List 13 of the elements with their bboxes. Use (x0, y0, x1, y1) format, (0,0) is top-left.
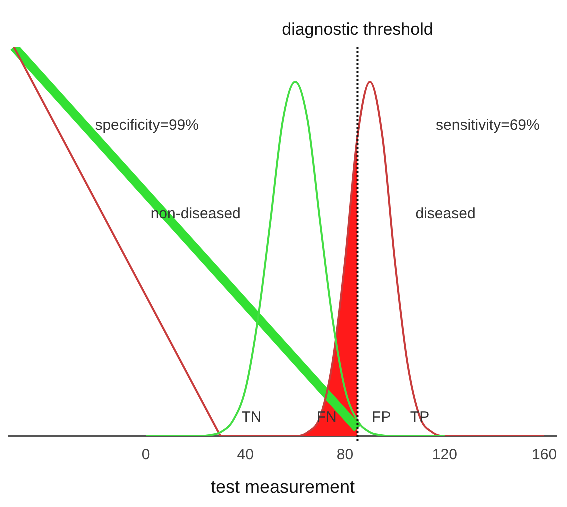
annotation: specificity=99% (95, 117, 199, 134)
annotation: FP (372, 409, 392, 426)
x-tick-label: 0 (142, 446, 150, 464)
ref-line-label: diagnostic threshold (282, 20, 434, 40)
annotation: FN (316, 409, 337, 426)
x-tick-label: 40 (237, 446, 254, 464)
x-tick-label: 80 (336, 446, 354, 464)
x-tick-label: 160 (532, 446, 558, 464)
x-axis-title: test measurement (210, 477, 356, 498)
annotation: diseased (416, 206, 476, 223)
annotation: sensitivity=69% (436, 117, 540, 134)
annotation: TN (242, 409, 262, 426)
x-tick-label: 120 (432, 446, 458, 464)
